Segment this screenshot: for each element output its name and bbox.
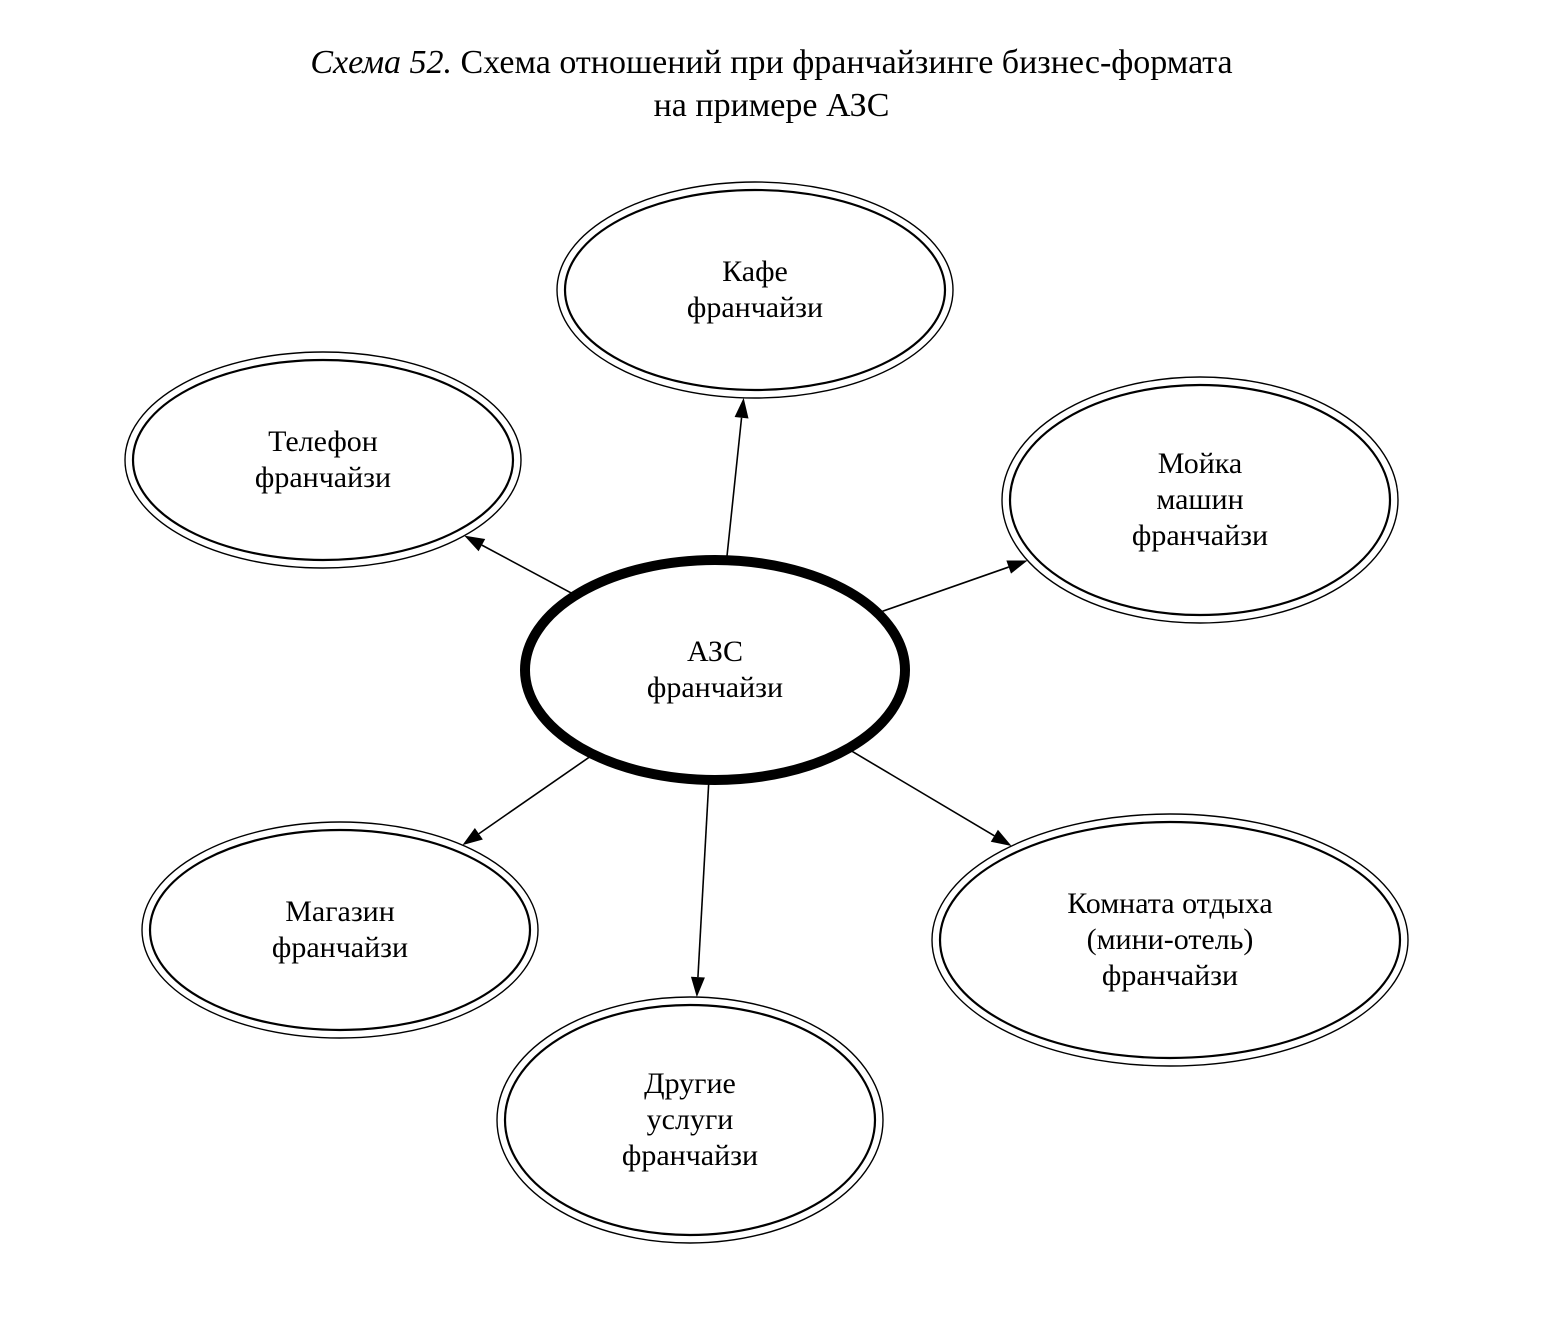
node-cafe-label: Кафе франчайзи: [687, 254, 823, 326]
node-rest-label: Комната отдыха (мини-отель) франчайзи: [1067, 886, 1272, 994]
node-shop-label: Магазин франчайзи: [272, 894, 408, 966]
node-center-label: АЗС франчайзи: [647, 634, 783, 706]
node-wash-label: Мойка машин франчайзи: [1132, 446, 1268, 554]
diagram-stage: Схема 52. Схема отношений при франчайзин…: [0, 0, 1543, 1344]
node-phone-label: Телефон франчайзи: [255, 424, 391, 496]
node-other-label: Другие услуги франчайзи: [622, 1066, 758, 1174]
